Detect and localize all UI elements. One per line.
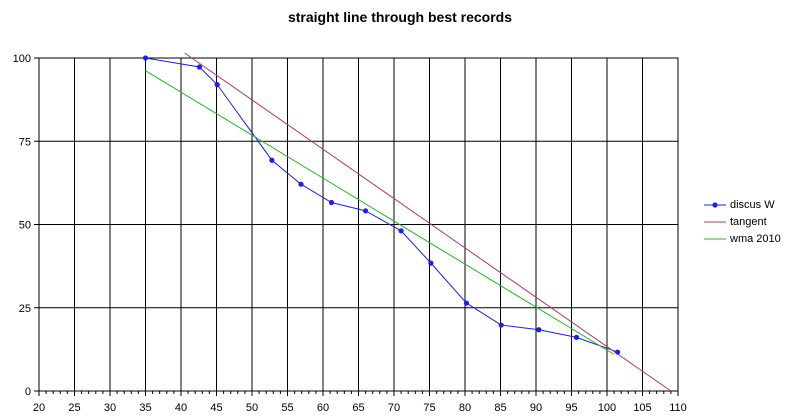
plot-frame bbox=[38, 57, 679, 392]
legend: discus W tangent wma 2010 bbox=[704, 196, 781, 247]
series-line-discus-w bbox=[145, 57, 618, 353]
x-tick-label: 25 bbox=[68, 402, 80, 414]
x-tick-label: 40 bbox=[175, 402, 187, 414]
data-point-discus-w bbox=[536, 327, 542, 333]
x-tick-label: 85 bbox=[494, 402, 506, 414]
legend-item-wma-2010: wma 2010 bbox=[704, 230, 781, 247]
x-tick-label: 30 bbox=[104, 402, 116, 414]
y-tick-label: 100 bbox=[13, 53, 31, 65]
data-point-discus-w bbox=[573, 334, 580, 340]
series-markers bbox=[142, 55, 621, 355]
data-point-discus-w bbox=[142, 55, 149, 61]
x-tick-label: 110 bbox=[669, 402, 687, 414]
y-tick-label: 50 bbox=[19, 220, 31, 232]
series-lines bbox=[145, 52, 672, 392]
x-tick-label: 20 bbox=[33, 402, 45, 414]
legend-label: discus W bbox=[730, 198, 775, 211]
x-tick-label: 100 bbox=[598, 402, 616, 414]
chart-title: straight line through best records bbox=[287, 9, 513, 25]
data-point-discus-w bbox=[428, 260, 434, 266]
data-point-discus-w bbox=[398, 228, 404, 234]
x-tick-label: 75 bbox=[423, 402, 435, 414]
legend-label: wma 2010 bbox=[730, 232, 781, 245]
x-tick-label: 70 bbox=[388, 402, 400, 414]
x-tick-label: 45 bbox=[210, 402, 222, 414]
data-point-discus-w bbox=[196, 64, 203, 70]
x-tick-label: 80 bbox=[459, 402, 471, 414]
data-point-discus-w bbox=[298, 181, 304, 187]
x-tick-label: 35 bbox=[139, 402, 151, 414]
tick-labels: 20 25 30 35 40 45 50 55 60 65 70 75 80 85 90 95 100 105 11… bbox=[13, 53, 687, 414]
data-point-discus-w bbox=[498, 322, 504, 328]
y-tick-label: 75 bbox=[19, 136, 31, 148]
legend-label: tangent bbox=[730, 215, 767, 228]
data-point-discus-w bbox=[269, 157, 275, 163]
data-point-discus-w bbox=[463, 300, 470, 306]
y-tick-label: 0 bbox=[25, 386, 31, 398]
series-line-wma-2010 bbox=[145, 70, 615, 355]
data-point-discus-w bbox=[615, 349, 621, 355]
x-tick-label: 90 bbox=[530, 402, 542, 414]
x-tick-label: 60 bbox=[317, 402, 329, 414]
legend-item-tangent: tangent bbox=[704, 213, 781, 230]
x-tick-label: 105 bbox=[633, 402, 651, 414]
axes bbox=[34, 57, 679, 396]
series-line-tangent bbox=[184, 52, 672, 392]
legend-marker bbox=[712, 201, 718, 208]
data-point-discus-w bbox=[363, 208, 369, 214]
legend-item-discus-w: discus W bbox=[704, 196, 781, 213]
x-tick-label: 50 bbox=[246, 402, 258, 414]
x-tick-label: 55 bbox=[281, 402, 293, 414]
x-tick-label: 65 bbox=[352, 402, 364, 414]
legend-swatch bbox=[704, 221, 726, 222]
y-tick-label: 25 bbox=[19, 303, 31, 315]
data-point-discus-w bbox=[214, 82, 220, 88]
grid-lines bbox=[38, 57, 679, 392]
data-point-discus-w bbox=[328, 199, 335, 206]
legend-swatch bbox=[704, 201, 726, 208]
x-tick-label: 95 bbox=[565, 402, 577, 414]
legend-swatch bbox=[704, 238, 726, 239]
